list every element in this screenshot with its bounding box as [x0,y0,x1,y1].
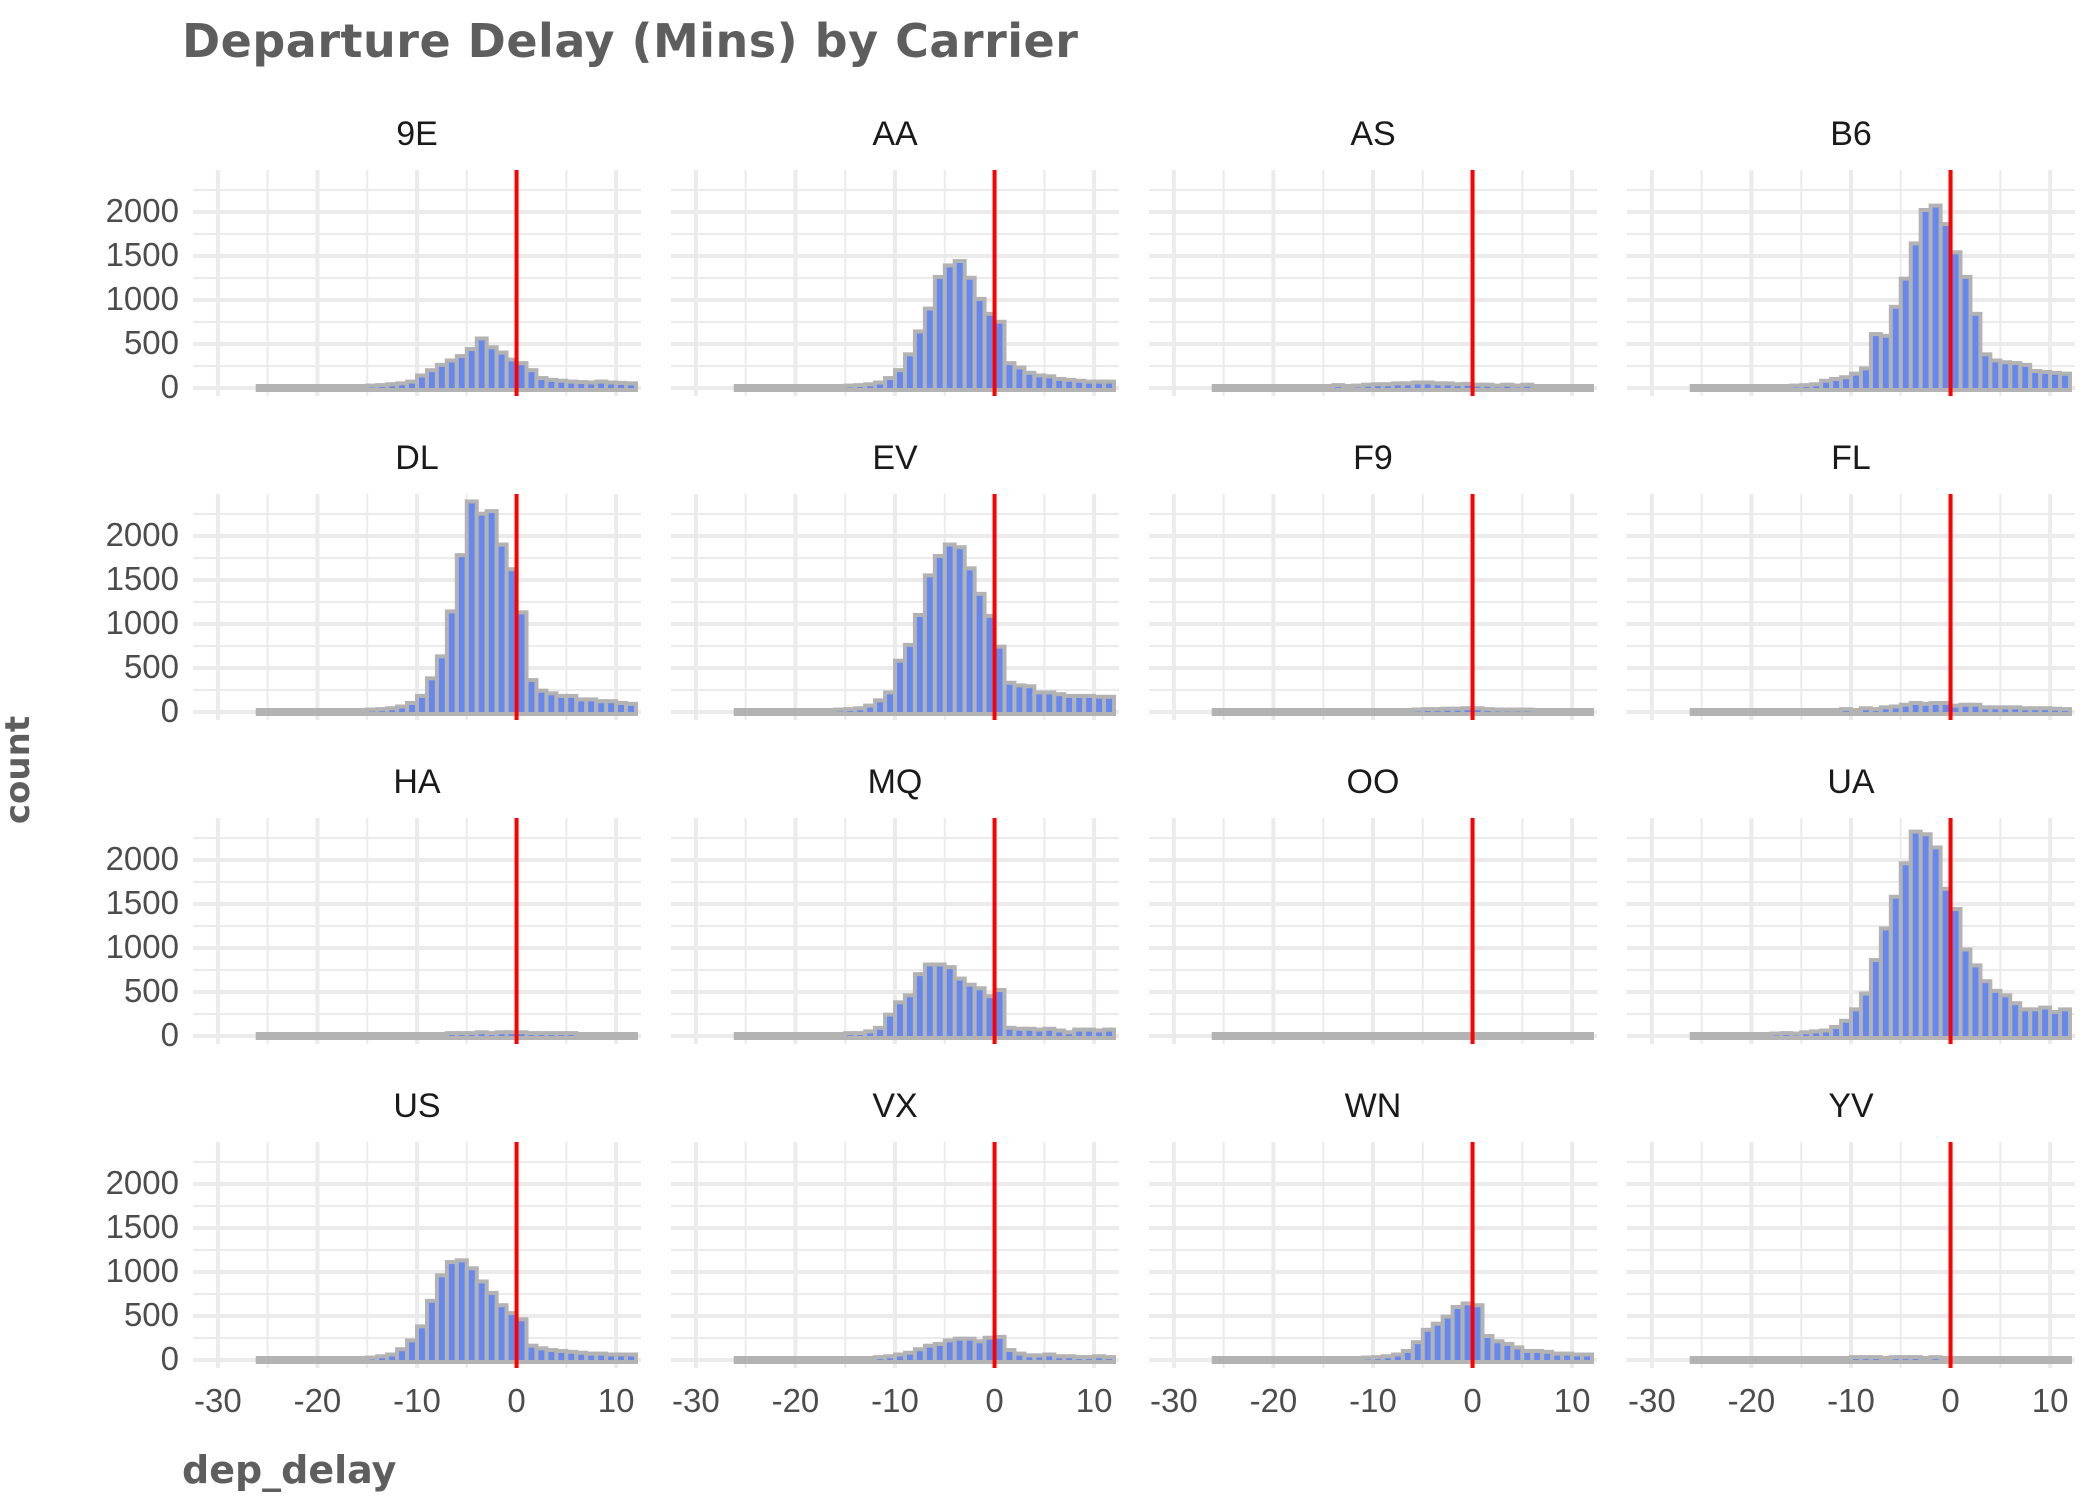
y-tick-label: 1500 [105,884,179,921]
facet-panel-UA [1627,818,2075,1044]
facet-panel-WN [1149,1142,1597,1368]
facet-panel-F9 [1149,494,1597,720]
y-tick-label: 500 [123,972,179,1009]
x-tick-label: -20 [1249,1382,1298,1419]
histogram-bar [624,381,639,392]
facet-strip-label: B6 [1830,115,1872,153]
facet-panel-VX [671,1142,1119,1368]
x-tick-label: 0 [985,1382,1004,1419]
histogram-bar [1580,384,1595,392]
x-tick-label: 10 [597,1382,635,1419]
x-tick-label: -30 [672,1382,720,1419]
facet-strip-label: AS [1350,115,1396,153]
x-tick-label: 10 [2031,1382,2069,1419]
facet-strip-label: US [393,1087,441,1125]
y-tick-label: 1000 [105,604,179,641]
y-tick-label: 0 [160,368,179,405]
y-tick-label: 2000 [105,192,179,229]
y-tick-label: 500 [123,648,179,685]
facet-panel-OO [1149,818,1597,1044]
x-tick-label: 0 [507,1382,526,1419]
facet-panel-MQ [671,818,1119,1044]
x-tick-label: -20 [1727,1382,1776,1419]
chart-title: Departure Delay (Mins) by Carrier [182,14,1079,68]
y-tick-label: 2000 [105,1164,179,1201]
facet-strip-label: DL [395,439,439,477]
facet-panel-EV [671,494,1119,720]
facet-strip-label: YV [1828,1087,1874,1125]
facet-strip-label: AA [872,115,918,153]
histogram-bar [1102,1027,1117,1040]
facet-strip-label: HA [393,763,441,801]
facet-strip-label: WN [1344,1087,1402,1125]
x-tick-label: 10 [1553,1382,1591,1419]
facet-strip-label: EV [872,439,918,477]
y-tick-label: 0 [160,1016,179,1053]
facet-panel-DL [193,494,641,720]
histogram-bar [2058,707,2073,716]
y-tick-label: 0 [160,692,179,729]
x-tick-label: 10 [1075,1382,1113,1419]
x-axis-label: dep_delay [182,1448,397,1492]
x-tick-label: -10 [1349,1382,1397,1419]
x-tick-label: -30 [1150,1382,1198,1419]
histogram-bar [1580,708,1595,716]
x-tick-label: -10 [1827,1382,1875,1419]
facet-panel-US [193,1142,641,1368]
facet-panel-YV [1627,1142,2075,1368]
histogram-bar [1102,379,1117,393]
facet-strip-label: F9 [1353,439,1393,477]
facet-strip-label: 9E [396,115,438,153]
histogram-bar [624,1352,639,1364]
facet-strip-label: FL [1831,439,1871,477]
histogram-bar [624,1032,639,1040]
facet-strip-label: VX [872,1087,918,1125]
x-tick-label: -10 [871,1382,919,1419]
y-tick-label: 500 [123,1296,179,1333]
facet-panel-HA [193,818,641,1044]
facet-strip-label: OO [1346,763,1400,801]
x-tick-label: 0 [1463,1382,1482,1419]
facet-panel-9E [193,170,641,396]
y-tick-label: 1500 [105,560,179,597]
y-tick-label: 1500 [105,236,179,273]
facet-strip-label: UA [1827,763,1875,801]
x-tick-label: 0 [1941,1382,1960,1419]
histogram-bar [2058,1356,2073,1364]
histogram-bar [1968,311,1983,392]
y-tick-label: 1000 [105,928,179,965]
x-tick-label: -20 [771,1382,820,1419]
y-tick-label: 0 [160,1340,179,1377]
x-tick-label: -20 [293,1382,342,1419]
histogram-bar [624,701,639,717]
histogram-bar [1580,1352,1595,1364]
histogram-bar [2058,1007,2073,1040]
x-tick-label: -30 [1628,1382,1676,1419]
facet-panel-AS [1149,170,1597,396]
y-tick-label: 500 [123,324,179,361]
histogram-bar [1102,1355,1117,1364]
x-tick-label: -30 [194,1382,242,1419]
facet-strip-label: MQ [867,763,923,801]
y-tick-label: 1500 [105,1208,179,1245]
facet-panel-FL [1627,494,2075,720]
y-tick-label: 1000 [105,280,179,317]
facet-panel-B6 [1627,170,2075,396]
y-tick-label: 1000 [105,1252,179,1289]
histogram-bar [1580,1032,1595,1040]
histogram-bar [1102,694,1117,716]
histogram-bar [2058,371,2073,392]
x-tick-label: -10 [393,1382,441,1419]
y-tick-label: 2000 [105,840,179,877]
facet-panel-AA [671,170,1119,396]
y-tick-label: 2000 [105,516,179,553]
